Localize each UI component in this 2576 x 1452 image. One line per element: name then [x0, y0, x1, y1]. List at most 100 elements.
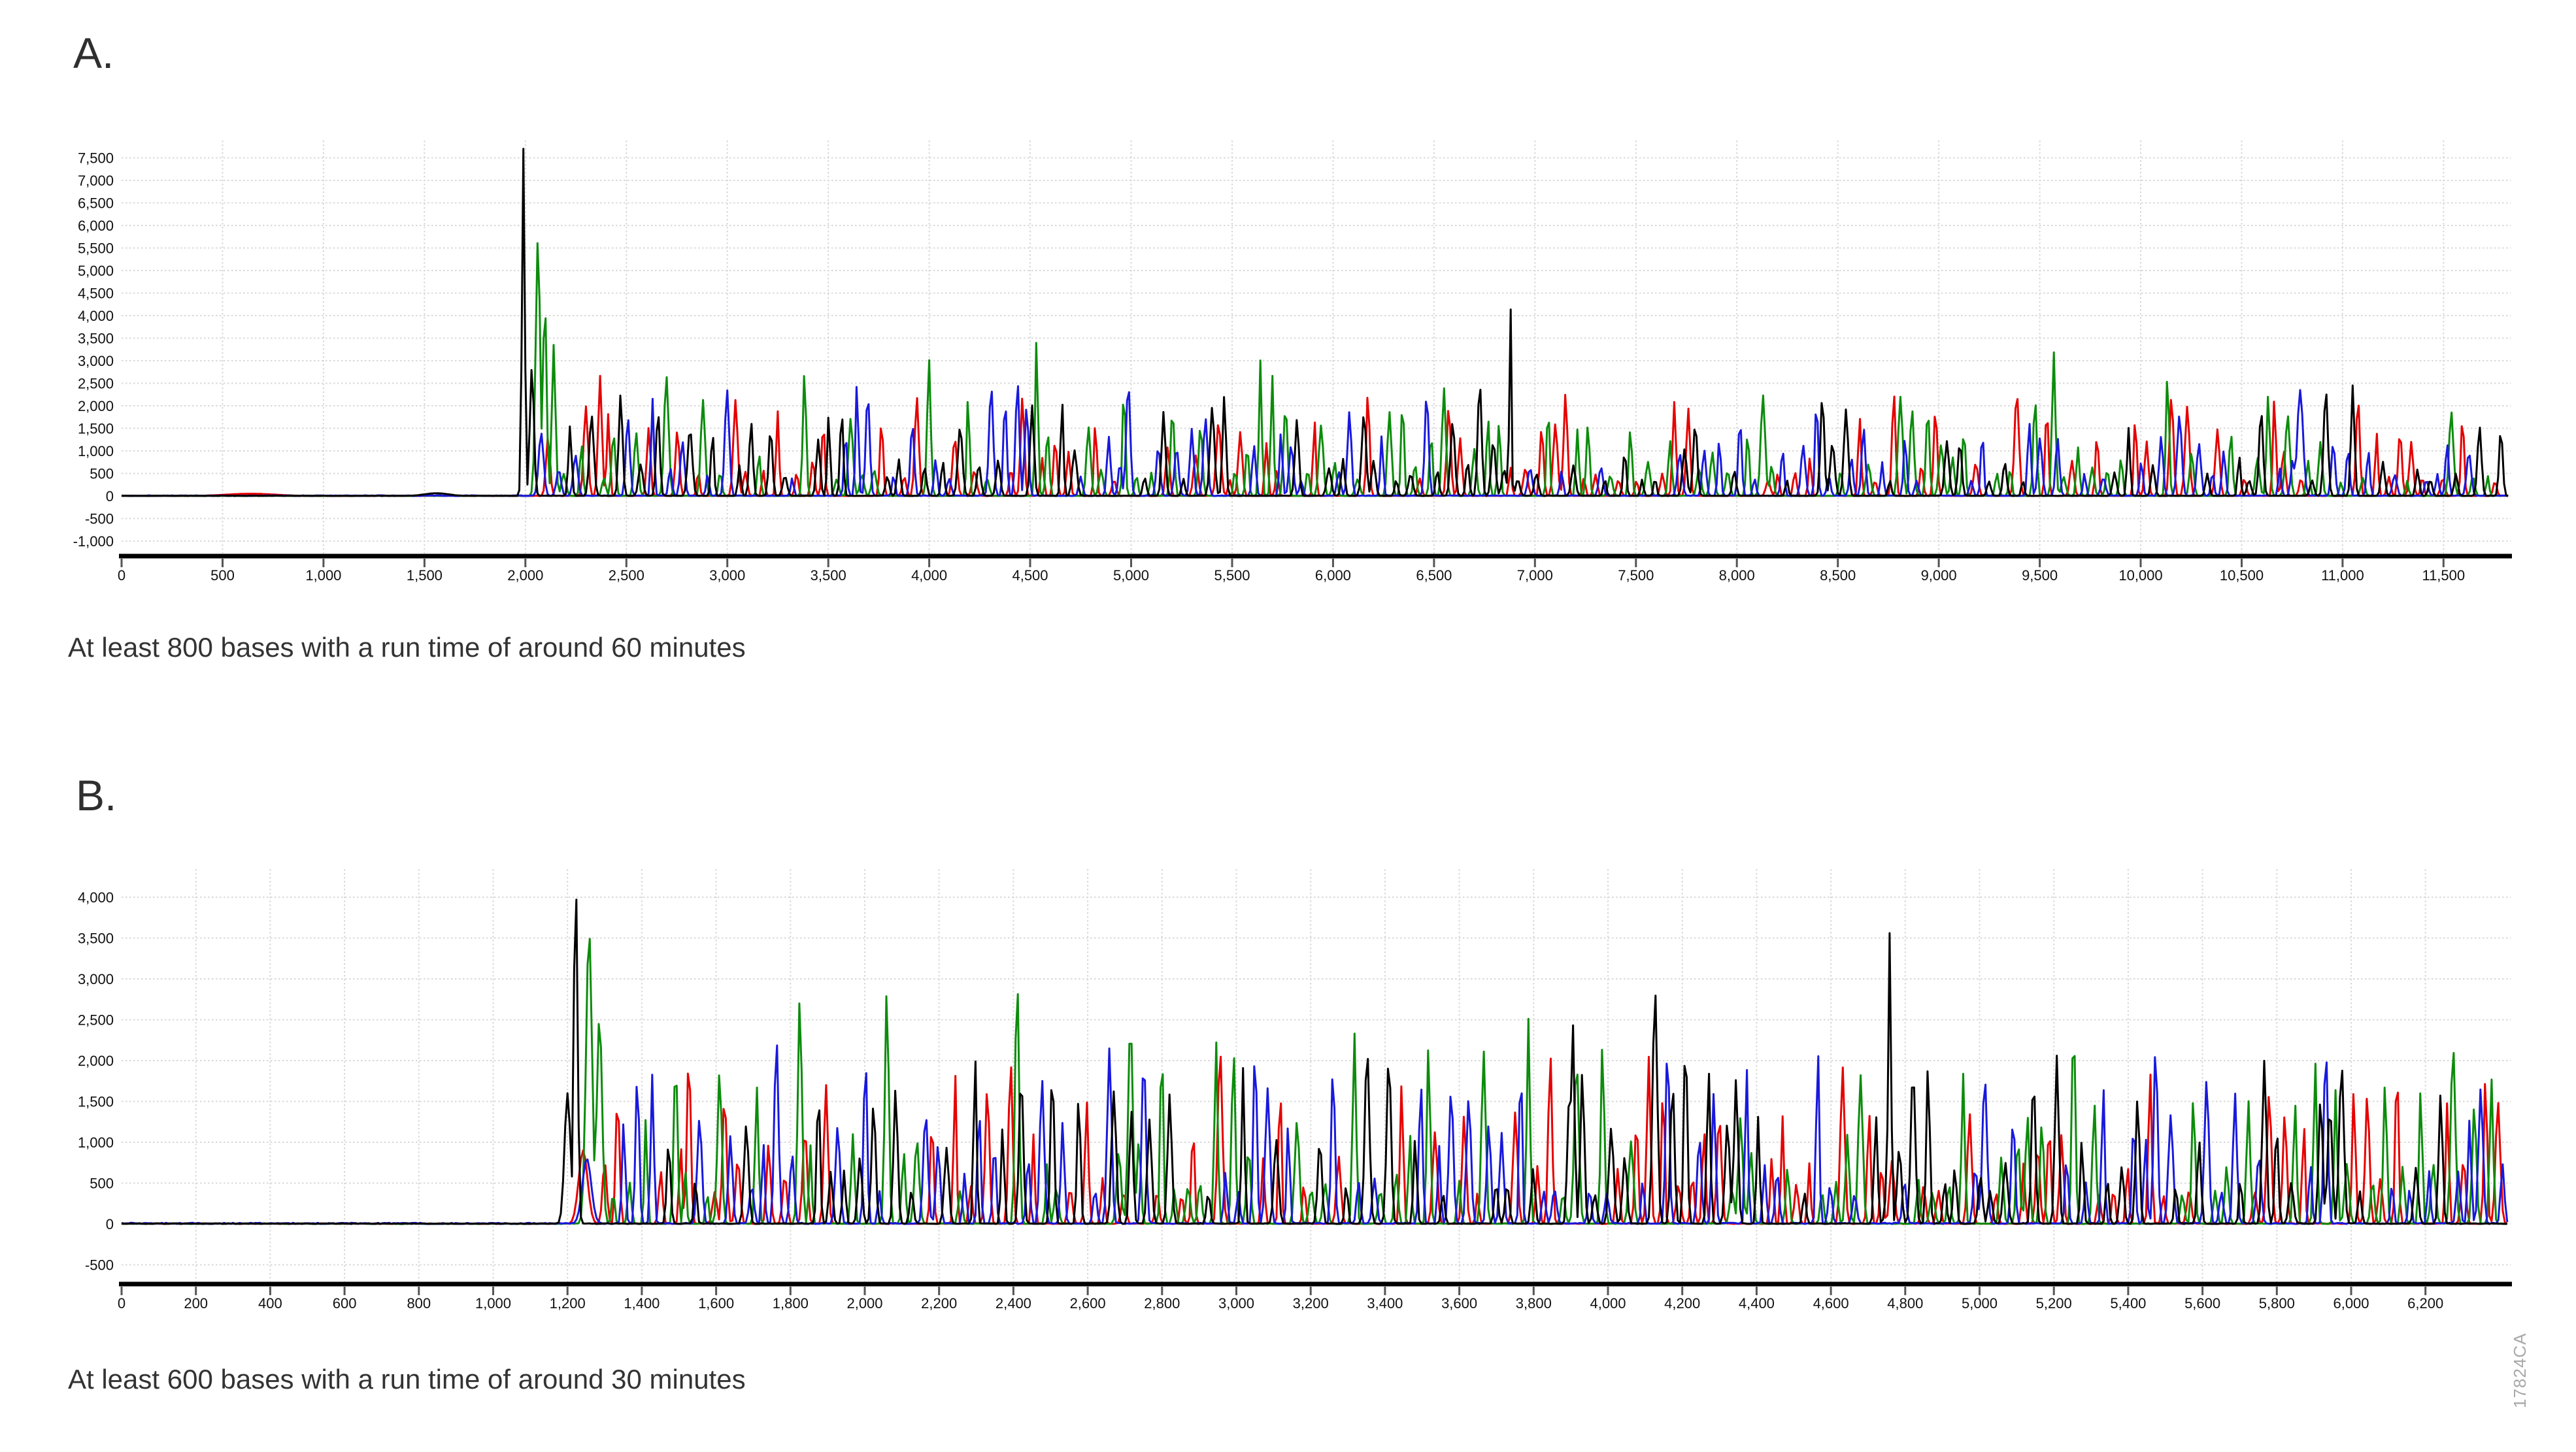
panel-a-trace-A [121, 242, 2509, 497]
panel-a-x-tick-label: 6,500 [1416, 567, 1452, 584]
panel-a-y-tick-labels: 7,500 7,000 6,500 6,000 5,500 5,000 4,500 4,000… [73, 150, 114, 550]
panel-a-x-tick-label: 11,000 [2321, 567, 2364, 584]
panel-a-y-tick-label: 500 [90, 466, 114, 482]
panel-b-x-tick-label: 200 [184, 1295, 208, 1312]
panel-b-x-tick-label: 4,200 [1664, 1295, 1700, 1312]
panel-a-x-tick-label: 8,500 [1820, 567, 1856, 584]
panel-a-x-tick-label: 10,000 [2118, 567, 2162, 584]
panel-a-x-tick-label: 1,500 [407, 567, 443, 584]
panel-a-y-tick-label: 1,000 [78, 443, 114, 459]
panel-b-trace-G [121, 899, 2507, 1225]
panel-a-y-tick-label: -500 [85, 511, 114, 527]
panel-b-x-tick-label: 2,400 [995, 1295, 1031, 1312]
panel-b-y-tick-label: 1,000 [78, 1134, 114, 1151]
panel-a-chart: 0 500 1,000 1,500 2,000 2,500 3,000 3,500 4,000 4… [73, 140, 2512, 584]
panel-a-y-tick-label: 7,000 [78, 173, 114, 189]
panel-b-y-tick-labels: 4,000 3,500 3,000 2,500 2,000 1,500 1,000 500 0 -… [78, 889, 114, 1274]
panel-a-x-tick-label: 4,000 [911, 567, 947, 584]
panel-b-x-tick-label: 4,800 [1887, 1295, 1923, 1312]
panel-b-x-tick-label: 1,000 [475, 1295, 511, 1312]
panel-b-x-tick-label: 5,200 [2036, 1295, 2072, 1312]
panel-a-letter: A. [73, 29, 114, 77]
panel-b-x-tick-label: 400 [258, 1295, 282, 1312]
panel-b-x-tick-label: 3,200 [1293, 1295, 1329, 1312]
panel-a-x-tick-label: 11,500 [2422, 567, 2465, 584]
panel-a-y-tick-label: 2,500 [78, 376, 114, 392]
panel-a-y-tick-label: 2,000 [78, 398, 114, 414]
panel-b-trace-C [121, 1044, 2509, 1225]
panel-b-y-tick-label: 500 [90, 1176, 114, 1192]
panel-b-chart: 0 200 400 600 800 1,000 1,200 1,400 1,600 1,800 2,… [78, 869, 2512, 1312]
panel-a-x-tick-label: 1,000 [305, 567, 341, 584]
panel-a-y-tick-label: 1,500 [78, 421, 114, 437]
panel-a-x-tick-label: 4,500 [1012, 567, 1048, 584]
panel-a-y-tick-label: 6,500 [78, 195, 114, 212]
panel-a-y-tick-label: 3,000 [78, 353, 114, 369]
panel-b-x-tick-label: 2,800 [1144, 1295, 1180, 1312]
panel-b-y-tick-label: 3,000 [78, 971, 114, 987]
panel-a-x-tick-label: 500 [210, 567, 235, 584]
panel-a-x-tick-label: 3,500 [811, 567, 846, 584]
panel-a-trace-G [121, 148, 2509, 497]
panel-b-x-tick-label: 0 [118, 1295, 125, 1312]
panel-b-y-tick-label: -500 [85, 1257, 114, 1274]
panel-a-y-tick-label: 0 [106, 488, 114, 504]
panel-b-x-tick-label: 1,600 [698, 1295, 734, 1312]
panel-a-x-tick-label: 9,500 [2022, 567, 2058, 584]
panel-b-trace-T [121, 1055, 2508, 1225]
panel-b-x-tick-label: 600 [333, 1295, 357, 1312]
panel-b-y-tick-label: 4,000 [78, 889, 114, 906]
panel-a-y-tick-label: 4,000 [78, 308, 114, 324]
panel-b-y-tick-label: 0 [106, 1216, 114, 1232]
panel-b-x-tick-label: 4,000 [1590, 1295, 1626, 1312]
watermark-label: 17824CA [2510, 1332, 2530, 1408]
panel-b-y-tick-label: 2,000 [78, 1053, 114, 1069]
panel-b-x-tick-label: 5,800 [2259, 1295, 2295, 1312]
panel-a-x-tick-label: 6,000 [1315, 567, 1351, 584]
panel-b-letter: B. [76, 771, 117, 819]
panel-b-x-tick-label: 1,800 [773, 1295, 809, 1312]
panel-b-x-tick-label: 5,000 [1962, 1295, 1998, 1312]
panel-a-y-tick-label: 5,500 [78, 240, 114, 257]
panel-b-caption: At least 600 bases with a run time of ar… [68, 1364, 746, 1394]
panel-b-traces [121, 899, 2509, 1225]
panel-a-y-tick-label: -1,000 [73, 533, 114, 550]
panel-a-y-tick-label: 4,500 [78, 286, 114, 302]
panel-b-x-axis [119, 1281, 2512, 1295]
panel-a-x-tick-label: 10,500 [2220, 567, 2264, 584]
panel-a-x-tick-label: 7,500 [1618, 567, 1654, 584]
panel-a-x-tick-label: 5,500 [1214, 567, 1250, 584]
panel-b-x-tick-label: 1,400 [624, 1295, 660, 1312]
panel-b-x-tick-label: 2,600 [1070, 1295, 1106, 1312]
panel-b-x-tick-label: 2,000 [846, 1295, 882, 1312]
panel-b-x-tick-label: 1,200 [550, 1295, 586, 1312]
panel-a-y-tick-label: 5,000 [78, 263, 114, 279]
panel-b-x-tick-label: 6,000 [2333, 1295, 2369, 1312]
panel-a-x-tick-label: 8,000 [1719, 567, 1755, 584]
panel-b-y-tick-label: 1,500 [78, 1094, 114, 1110]
panel-b-x-tick-label: 800 [407, 1295, 431, 1312]
panel-b-x-tick-label: 4,600 [1813, 1295, 1849, 1312]
panel-a-x-tick-label: 3,000 [709, 567, 745, 584]
panel-b-x-tick-label: 5,400 [2110, 1295, 2146, 1312]
panel-a-y-tick-label: 7,500 [78, 150, 114, 167]
panel-b-y-tick-label: 3,500 [78, 931, 114, 947]
panel-a-x-tick-label: 2,500 [609, 567, 644, 584]
panel-b-x-tick-label: 2,200 [921, 1295, 957, 1312]
panel-b-x-tick-labels: 0 200 400 600 800 1,000 1,200 1,400 1,600 1,800 2,… [118, 1295, 2443, 1312]
panel-a-y-tick-label: 3,500 [78, 331, 114, 347]
panel-a-x-tick-label: 9,000 [1921, 567, 1957, 584]
panel-b-x-tick-label: 3,600 [1441, 1295, 1477, 1312]
panel-b-x-tick-label: 3,400 [1367, 1295, 1403, 1312]
panel-b-x-tick-label: 6,200 [2407, 1295, 2443, 1312]
panel-a-x-tick-label: 5,000 [1113, 567, 1149, 584]
panel-a-x-tick-labels: 0 500 1,000 1,500 2,000 2,500 3,000 3,500 4,000 4… [118, 567, 2465, 584]
panel-b-x-tick-label: 4,400 [1739, 1295, 1775, 1312]
panel-a-x-tick-label: 2,000 [507, 567, 543, 584]
panel-b-y-tick-label: 2,500 [78, 1012, 114, 1029]
panel-a-y-tick-label: 6,000 [78, 218, 114, 234]
panel-a-x-axis [119, 553, 2512, 567]
panel-a-traces [121, 148, 2509, 497]
